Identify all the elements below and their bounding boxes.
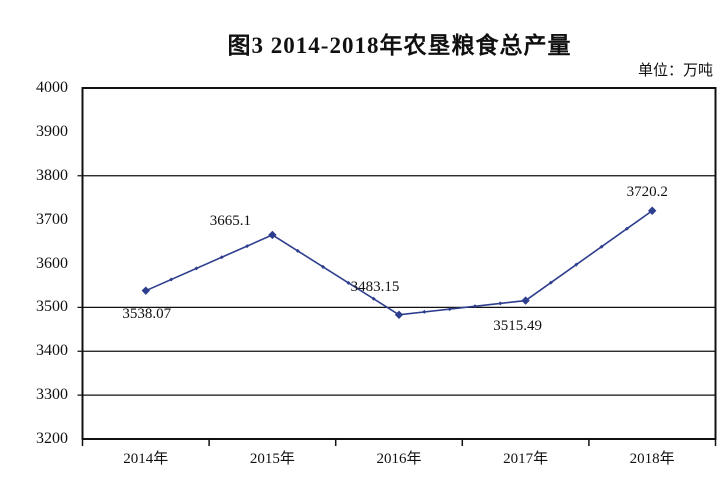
line-dot — [194, 266, 199, 271]
y-axis-label: 3600 — [36, 254, 68, 272]
line-dot — [624, 226, 629, 231]
data-label: 3538.07 — [122, 305, 172, 322]
data-label: 3515.49 — [493, 317, 542, 334]
data-point-marker — [268, 230, 277, 240]
data-label: 3483.15 — [350, 278, 400, 295]
y-axis-label: 3400 — [36, 342, 68, 360]
y-axis-label: 3900 — [36, 122, 68, 140]
x-axis-label: 2018年 — [629, 451, 675, 467]
line-dot — [321, 264, 326, 269]
data-label: 3665.1 — [209, 212, 252, 229]
line-dot — [472, 304, 477, 309]
line-dot — [498, 301, 503, 306]
y-axis-label: 3500 — [36, 298, 68, 316]
unit-label: 单位：万吨 — [637, 63, 713, 79]
line-dot — [574, 262, 579, 267]
chart-title: 图3 2014-2018年农垦粮食总产量 — [227, 33, 572, 58]
line-dot — [295, 248, 300, 253]
data-label: 3720.2 — [626, 183, 668, 200]
plot-border — [81, 87, 717, 440]
y-axis-label: 3300 — [36, 386, 68, 404]
y-axis-label: 3700 — [36, 210, 68, 228]
x-axis-label: 2017年 — [503, 451, 549, 467]
x-axis-label: 2016年 — [376, 451, 422, 467]
y-axis-label: 3800 — [36, 166, 68, 184]
line-dot — [599, 244, 604, 249]
line-dot — [169, 277, 174, 282]
data-point-marker — [141, 286, 150, 295]
data-point-marker — [521, 296, 530, 305]
line-dot — [548, 280, 553, 285]
line-dot — [371, 296, 376, 301]
line-dot — [447, 307, 452, 312]
line-dot — [245, 244, 250, 249]
data-point-marker — [394, 310, 404, 319]
y-axis-label: 3200 — [36, 430, 68, 447]
data-point-marker — [648, 206, 657, 215]
y-axis-label: 4000 — [36, 79, 68, 96]
line-dot — [346, 280, 351, 285]
line-dot — [422, 309, 427, 314]
x-axis-label: 2014年 — [123, 451, 169, 467]
x-axis-label: 2015年 — [249, 451, 295, 467]
line-dot — [219, 255, 224, 260]
